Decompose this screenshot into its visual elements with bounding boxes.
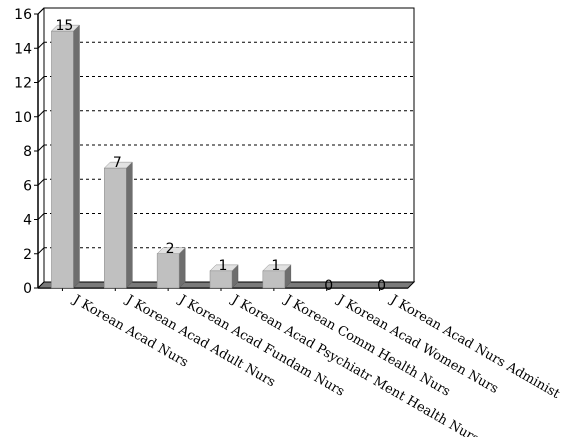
- y-tick-label: 16: [14, 7, 32, 23]
- bar: [262, 270, 286, 289]
- y-tick-label: 4: [23, 213, 32, 229]
- data-labels: 15 7 2 1 1 0 0: [56, 18, 387, 294]
- y-tick-connector: [37, 41, 45, 49]
- bar: [156, 253, 180, 289]
- bar: [104, 167, 127, 289]
- data-label: 1: [219, 258, 228, 274]
- bar-side: [126, 161, 133, 289]
- y-tick-label: 0: [23, 281, 32, 297]
- data-label: 0: [324, 278, 333, 294]
- bar-side: [178, 247, 186, 289]
- data-label: 1: [271, 258, 280, 274]
- y-tick-label: 10: [14, 110, 32, 126]
- y-tick-connector: [37, 178, 45, 186]
- bar-side: [73, 24, 80, 289]
- y-tick-labels: 0 2 4 6 8 10 12 14 16: [14, 7, 32, 297]
- y-tick-connector: [37, 213, 45, 220]
- y-tick-connector: [37, 110, 45, 118]
- bars: [50, 24, 292, 289]
- y-tick-label: 12: [14, 76, 32, 92]
- data-label: 0: [377, 278, 386, 294]
- y-tick-label: 8: [23, 144, 32, 160]
- y-tick-label: 2: [23, 247, 32, 263]
- data-label: 2: [166, 241, 175, 257]
- bar: [209, 270, 233, 289]
- y-tick-label: 6: [23, 178, 32, 194]
- data-label: 15: [56, 18, 74, 34]
- gridlines: [44, 41, 414, 249]
- y-axis-top-connector: [37, 7, 45, 15]
- y-tick-label: 14: [14, 41, 32, 57]
- axes: [34, 7, 415, 291]
- data-label: 7: [113, 155, 122, 171]
- y-tick-connector: [37, 76, 45, 83]
- bar: [51, 30, 74, 289]
- y-tick-connector: [37, 247, 45, 255]
- y-tick-connector: [37, 144, 45, 152]
